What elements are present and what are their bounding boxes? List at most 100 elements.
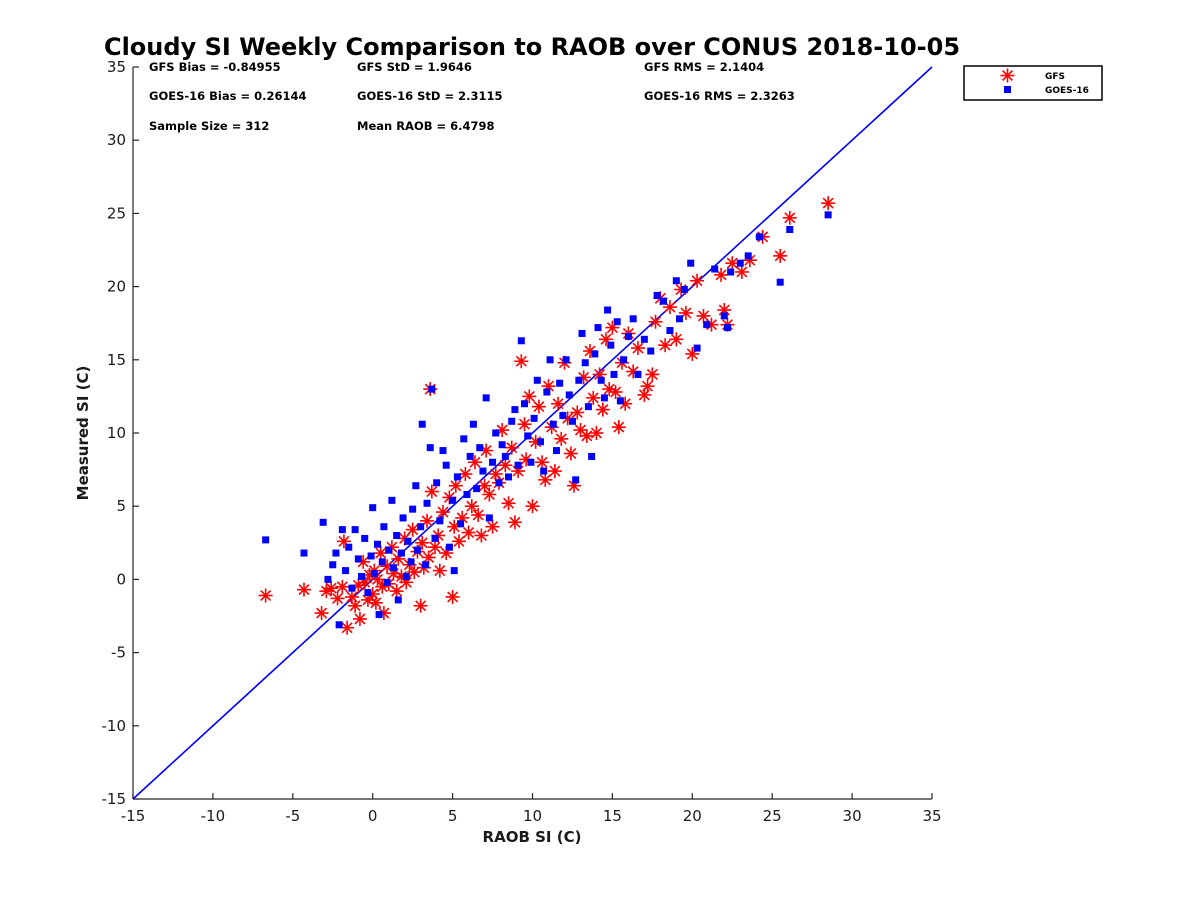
gfs-point [630, 341, 645, 356]
goes-16-point [469, 420, 477, 428]
goes-16-point [508, 417, 516, 425]
gfs-point [531, 399, 546, 414]
stat-gfs-std: GFS StD = 1.9646 [357, 60, 472, 74]
gfs-point [669, 332, 684, 347]
gfs-point [482, 487, 497, 502]
gfs-point [595, 402, 610, 417]
gfs-point [432, 563, 447, 578]
gfs-point [538, 472, 553, 487]
gfs-point [448, 478, 463, 493]
gfs-point [501, 496, 516, 511]
goes-16-point [584, 403, 592, 411]
goes-16-point [367, 552, 375, 560]
goes-16-point [404, 537, 412, 545]
goes-16-point [433, 479, 441, 487]
gfs-point [436, 505, 451, 520]
goes-16-point [629, 315, 637, 323]
goes-16-point [556, 379, 564, 387]
goes-16-point [575, 376, 583, 384]
goes-16-point [543, 388, 551, 396]
gfs-point [485, 519, 500, 534]
goes-16-point [489, 458, 497, 466]
legend-box [963, 65, 1103, 101]
gfs-point [428, 540, 443, 555]
gfs-point [461, 525, 476, 540]
goes-16-point [720, 312, 728, 320]
gfs-point [413, 598, 428, 613]
goes-16-point [389, 564, 397, 572]
goes-16-point [482, 394, 490, 402]
goes-16-point [521, 400, 529, 408]
goes-16-point [552, 447, 560, 455]
gfs-point [517, 417, 532, 432]
goes-16-point [492, 429, 500, 437]
gfs-point [498, 458, 513, 473]
goes-16-point [591, 350, 599, 358]
stat-goes-rms: GOES-16 RMS = 2.3263 [644, 89, 795, 103]
y-tick-label: 10 [107, 424, 126, 442]
gfs-point [589, 426, 604, 440]
goes-16-point [581, 359, 589, 367]
goes-16-point [540, 467, 548, 475]
gfs-point [474, 528, 489, 543]
goes-16-point [565, 391, 573, 399]
goes-16-point [530, 414, 538, 422]
gfs-point [640, 379, 655, 394]
gfs-point [608, 385, 623, 400]
goes-16-point [417, 523, 425, 531]
stat-mean-raob: Mean RAOB = 6.4798 [357, 119, 495, 133]
gfs-point [424, 484, 439, 499]
goes-16-point [666, 327, 674, 335]
goes-16-point [600, 394, 608, 402]
goes-16-point [624, 332, 632, 340]
x-tick-label: 20 [683, 807, 702, 825]
gfs-point [335, 579, 350, 594]
stat-sample-size: Sample Size = 312 [149, 119, 269, 133]
goes-16-point [421, 561, 429, 569]
goes-16-point [407, 558, 415, 566]
gfs-point [645, 367, 660, 382]
goes-16-point [383, 578, 391, 586]
goes-16-point [364, 589, 372, 597]
gfs-point [373, 546, 388, 561]
goes-16-point [436, 517, 444, 525]
goes-16-point [354, 555, 362, 563]
y-tick-label: -5 [111, 644, 126, 662]
goes-16-point [559, 411, 567, 419]
goes-16-point [672, 277, 680, 285]
goes-16-point [445, 543, 453, 551]
goes-16-point [473, 485, 481, 493]
x-ticks: -15 -10 -5 0 5 10 15 20 25 30 35 [121, 793, 942, 825]
stat-gfs-bias: GFS Bias = -0.84955 [149, 60, 281, 74]
goes-16-point [607, 341, 615, 349]
goes-16-point [703, 321, 711, 329]
y-tick-label: 20 [107, 278, 126, 296]
gfs-point [514, 354, 529, 369]
goes-16-point [517, 337, 525, 345]
y-tick-label: 5 [116, 497, 126, 515]
x-tick-label: 0 [368, 807, 378, 825]
goes-16-point [723, 324, 731, 332]
goes-16-point [676, 315, 684, 323]
goes-16-point [453, 473, 461, 481]
y-axis-label: Measured SI (C) [74, 366, 92, 501]
x-tick-label: -10 [201, 807, 226, 825]
goes-16-point [755, 233, 763, 241]
legend-goes-16-marker [1004, 86, 1011, 93]
gfs-point [586, 390, 601, 405]
goes-16-point [319, 518, 327, 526]
gfs-point [522, 389, 537, 404]
x-tick-label: -5 [285, 807, 300, 825]
legend-gfs-marker [1000, 68, 1015, 83]
goes-16-point [439, 447, 447, 455]
goes-16-point [338, 526, 346, 534]
gfs-point [368, 595, 383, 610]
goes-16-point [358, 572, 366, 580]
gfs-point [782, 210, 797, 225]
stats-block: GFS Bias = -0.84955 GFS StD = 1.9646 GFS… [149, 60, 795, 133]
goes-16-point [393, 531, 401, 539]
stat-goes-bias: GOES-16 Bias = 0.26144 [149, 89, 306, 103]
goes-16-point [476, 444, 484, 452]
goes-16-point [501, 452, 509, 460]
